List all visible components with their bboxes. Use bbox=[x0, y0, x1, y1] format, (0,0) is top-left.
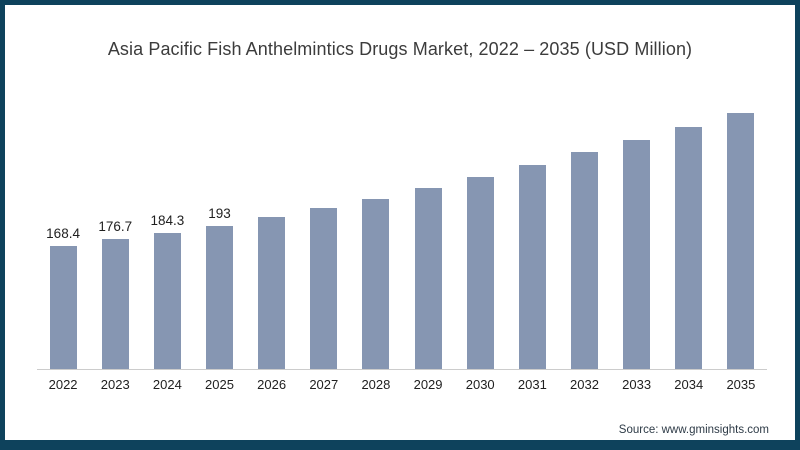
bar-column-2025: 193 bbox=[193, 206, 245, 369]
x-axis-labels: 2022 2023 2024 2025 2026 2027 2028 2029 2030 2031… bbox=[37, 370, 767, 392]
bar-2025 bbox=[205, 226, 233, 369]
data-label-2023: 176.7 bbox=[98, 219, 133, 234]
bar-2031 bbox=[518, 165, 546, 369]
source-attribution: Source: www.gminsights.com bbox=[618, 424, 769, 436]
x-tick-label-2031: 2031 bbox=[517, 377, 547, 392]
bar-column-2024: 184.3 bbox=[141, 213, 193, 369]
bar-column-2033 bbox=[611, 140, 663, 369]
bar-2034 bbox=[675, 127, 703, 369]
x-tick-label-2030: 2030 bbox=[465, 377, 495, 392]
x-tick-label-2026: 2026 bbox=[257, 377, 287, 392]
bar-2024 bbox=[153, 233, 181, 369]
bar-2023 bbox=[101, 239, 129, 369]
data-label-2022: 168.4 bbox=[46, 226, 80, 241]
x-tick-label-2033: 2033 bbox=[622, 377, 652, 392]
bar-column-2028 bbox=[350, 199, 402, 369]
bar-2027 bbox=[310, 208, 338, 369]
bar-2022 bbox=[49, 246, 77, 369]
x-tick-label-2034: 2034 bbox=[674, 377, 704, 392]
x-tick-label-2023: 2023 bbox=[100, 377, 130, 392]
x-tick-label-2027: 2027 bbox=[309, 377, 339, 392]
x-tick-label-2022: 2022 bbox=[48, 377, 78, 392]
bar-column-2030 bbox=[454, 177, 506, 369]
bar-2033 bbox=[623, 140, 651, 369]
x-tick-label-2029: 2029 bbox=[413, 377, 443, 392]
bar-2029 bbox=[414, 188, 442, 369]
x-tick-label-2025: 2025 bbox=[205, 377, 234, 392]
bar-column-2026 bbox=[246, 217, 298, 369]
chart-title: Asia Pacific Fish Anthelmintics Drugs Ma… bbox=[107, 39, 693, 59]
x-tick-label-2032: 2032 bbox=[570, 377, 599, 392]
x-tick-label-2035: 2035 bbox=[726, 377, 756, 392]
bar-2030 bbox=[466, 177, 494, 369]
bar-column-2027 bbox=[298, 208, 350, 369]
bar-column-2032 bbox=[558, 152, 610, 369]
data-label-2024: 184.3 bbox=[150, 213, 185, 228]
bar-2028 bbox=[362, 199, 390, 369]
bar-column-2031 bbox=[506, 165, 558, 369]
bar-2032 bbox=[570, 152, 598, 369]
bar-2026 bbox=[258, 217, 286, 369]
data-label-2025: 193 bbox=[208, 206, 231, 221]
bar-column-2023: 176.7 bbox=[89, 219, 141, 369]
plot-area: 168.4 176.7 184.3 193 bbox=[37, 109, 767, 370]
x-tick-label-2028: 2028 bbox=[361, 377, 391, 392]
bar-column-2022: 168.4 bbox=[37, 226, 89, 369]
x-tick-label-2024: 2024 bbox=[152, 377, 182, 392]
bar-column-2029 bbox=[402, 188, 454, 369]
bar-column-2034 bbox=[663, 127, 715, 369]
bar-2035 bbox=[727, 113, 755, 369]
bar-column-2035 bbox=[715, 113, 767, 369]
